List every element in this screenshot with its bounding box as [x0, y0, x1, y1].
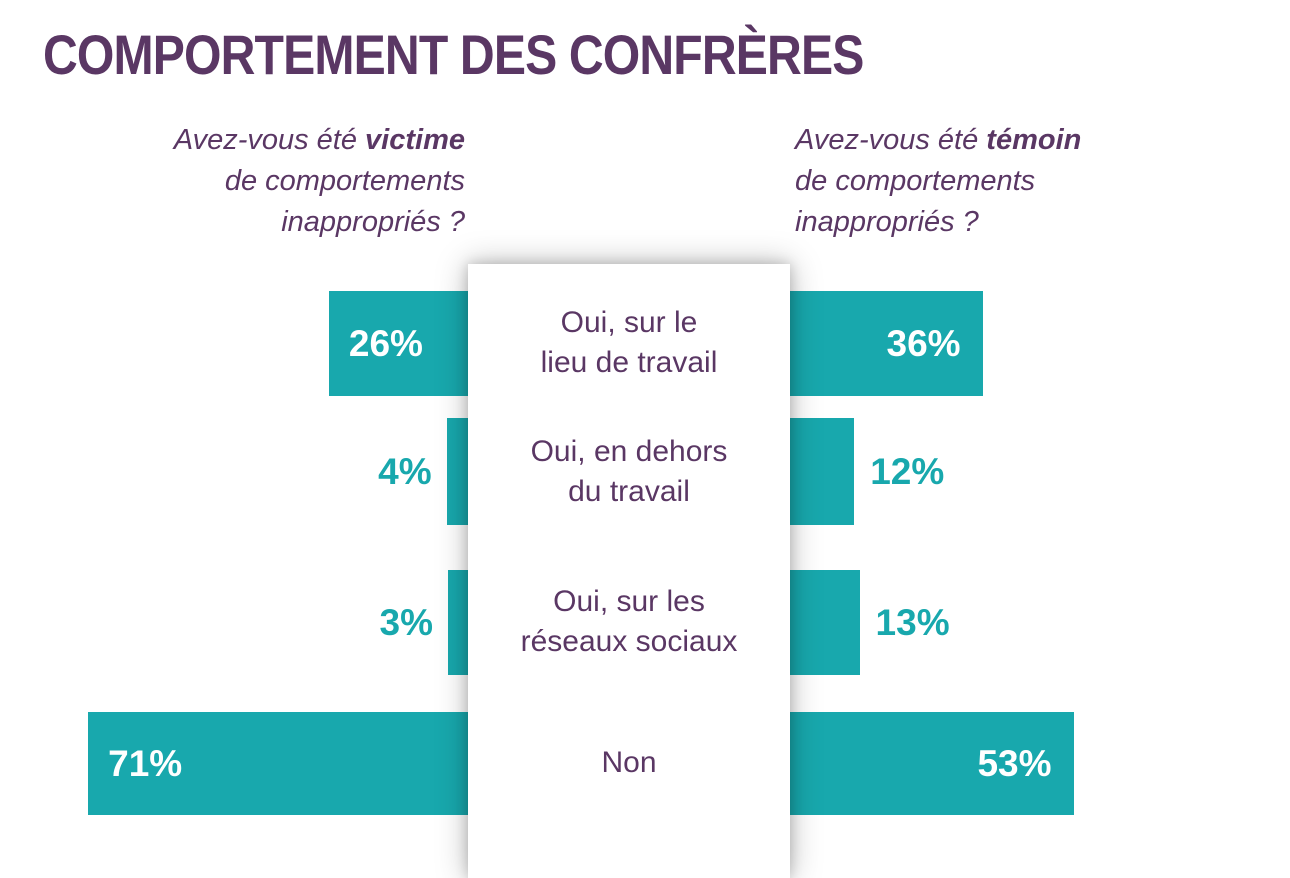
category-line1: Non	[601, 746, 657, 779]
question-victime-highlight: victime	[365, 124, 465, 156]
value-label: 12%	[870, 450, 945, 492]
value-label: 36%	[886, 322, 961, 364]
category-line1: Oui, sur le	[560, 306, 698, 339]
bar-temoin-non: 53%	[790, 712, 1074, 815]
category-dehors-travail: Oui, en dehors du travail	[468, 432, 790, 512]
bar-victime-non: 71%	[88, 712, 468, 815]
category-label-panel: Oui, sur le lieu de travail Oui, en deho…	[468, 264, 790, 878]
question-temoin-line1-prefix: Avez-vous été	[795, 124, 987, 156]
category-line2: réseaux sociaux	[520, 625, 738, 658]
value-label: 71%	[108, 742, 183, 784]
bar-temoin-dehors-travail: 12%	[790, 418, 944, 525]
category-line2: du travail	[568, 475, 690, 508]
category-line1: Oui, en dehors	[530, 435, 728, 468]
category-line1: Oui, sur les	[553, 585, 705, 618]
bar-victime-dehors-travail: 4%	[378, 418, 468, 525]
question-temoin-highlight: témoin	[986, 124, 1082, 156]
value-label: 53%	[977, 742, 1052, 784]
page-title: COMPORTEMENT DES CONFRÈRES	[43, 23, 864, 86]
category-line2: lieu de travail	[540, 346, 718, 379]
value-label: 26%	[348, 322, 423, 364]
question-temoin: Avez-vous été témoin de comportements in…	[795, 120, 1235, 243]
category-reseaux-sociaux: Oui, sur les réseaux sociaux	[468, 582, 790, 662]
question-victime-line1-prefix: Avez-vous été	[173, 124, 366, 156]
question-victime-line3: inappropriés ?	[281, 206, 465, 238]
bar-victime-reseaux-sociaux: 3%	[380, 570, 468, 675]
question-victime: Avez-vous été victime de comportements i…	[0, 120, 465, 243]
bar-temoin-lieu-travail: 36%	[790, 291, 983, 396]
category-lieu-travail: Oui, sur le lieu de travail	[468, 303, 790, 383]
question-victime-line2: de comportements	[224, 165, 465, 197]
category-non: Non	[468, 743, 790, 783]
bar-victime-lieu-travail: 26%	[328, 291, 468, 396]
bar-temoin-reseaux-sociaux: 13%	[790, 570, 950, 675]
value-label: 3%	[379, 601, 433, 643]
question-temoin-line2: de comportements	[795, 165, 1036, 197]
value-label: 4%	[378, 450, 432, 492]
question-temoin-line3: inappropriés ?	[795, 206, 979, 238]
value-label: 13%	[875, 601, 950, 643]
